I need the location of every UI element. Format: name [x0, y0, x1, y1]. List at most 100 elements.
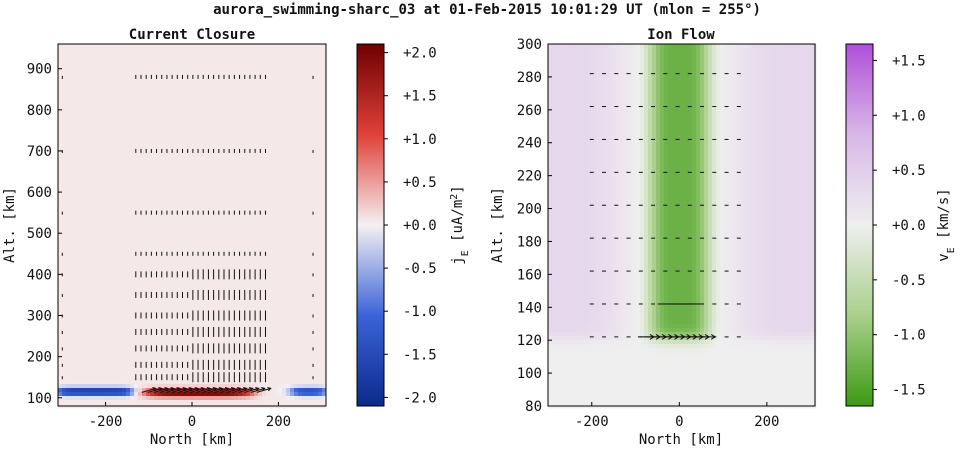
current-closure-cell	[322, 112, 327, 117]
current-closure-cell	[314, 188, 319, 193]
current-closure-cell	[190, 284, 195, 289]
current-closure-cell	[322, 260, 327, 265]
current-closure-cell	[102, 320, 107, 325]
current-closure-cell	[246, 332, 251, 337]
current-closure-cell	[254, 336, 259, 341]
current-closure-cell	[186, 256, 191, 261]
current-closure-cell	[190, 68, 195, 73]
current-closure-cell	[78, 80, 83, 85]
current-closure-cell	[222, 144, 227, 149]
current-closure-cell	[78, 260, 83, 265]
current-closure-cell	[114, 188, 119, 193]
current-closure-cell	[174, 308, 179, 313]
current-closure-cell	[302, 88, 307, 93]
current-closure-cell	[218, 44, 223, 49]
current-closure-cell	[294, 300, 299, 305]
current-closure-cell	[310, 168, 315, 173]
current-closure-cell	[298, 304, 303, 309]
current-closure-cell	[130, 292, 135, 297]
current-closure-cell	[282, 292, 287, 297]
current-closure-cell	[238, 112, 243, 117]
current-closure-cell	[318, 208, 323, 213]
current-closure-cell	[146, 92, 151, 97]
current-closure-cell	[106, 248, 111, 253]
current-closure-cell	[242, 332, 247, 337]
current-closure-cell	[298, 188, 303, 193]
current-closure-cell	[206, 196, 211, 201]
current-closure-cell	[86, 128, 91, 133]
current-closure-cell	[170, 188, 175, 193]
current-closure-cell	[106, 192, 111, 197]
current-closure-cell	[86, 216, 91, 221]
current-closure-cell	[286, 116, 291, 121]
current-closure-cell	[142, 288, 147, 293]
current-closure-cell	[310, 84, 315, 89]
current-closure-cell	[174, 176, 179, 181]
current-closure-cell	[318, 56, 323, 61]
current-closure-cell	[62, 288, 67, 293]
current-closure-cell	[62, 140, 67, 145]
current-closure-cell	[314, 272, 319, 277]
current-closure-cell	[110, 236, 115, 241]
current-closure-cell	[190, 168, 195, 173]
current-closure-cell	[266, 296, 271, 301]
current-closure-cell	[262, 224, 267, 229]
current-closure-cell	[106, 140, 111, 145]
current-closure-cell	[214, 308, 219, 313]
current-closure-cell	[70, 148, 75, 153]
current-closure-cell	[202, 308, 207, 313]
current-closure-cell	[222, 84, 227, 89]
current-closure-cell	[202, 184, 207, 189]
current-closure-cell	[98, 192, 103, 197]
current-closure-cell	[78, 332, 83, 337]
current-closure-cell	[282, 284, 287, 289]
current-closure-cell	[234, 216, 239, 221]
current-closure-cell	[138, 248, 143, 253]
current-closure-cell	[66, 80, 71, 85]
current-closure-cell	[238, 128, 243, 133]
current-closure-cell	[290, 268, 295, 273]
current-closure-cell	[122, 72, 127, 77]
current-closure-cell	[94, 220, 99, 225]
current-closure-cell	[226, 336, 231, 341]
current-closure-cell	[78, 64, 83, 69]
current-closure-cell	[58, 160, 63, 165]
current-closure-cell	[86, 112, 91, 117]
current-closure-cell	[66, 236, 71, 241]
current-closure-cell	[262, 112, 267, 117]
current-closure-cell	[250, 176, 255, 181]
current-closure-cell	[194, 200, 199, 205]
current-closure-cell	[314, 156, 319, 161]
current-closure-cell	[98, 44, 103, 49]
current-closure-cell	[86, 116, 91, 121]
current-closure-cell	[66, 152, 71, 157]
current-closure-cell	[302, 248, 307, 253]
current-closure-cell	[298, 288, 303, 293]
current-closure-cell	[94, 312, 99, 317]
current-closure-cell	[166, 340, 171, 345]
current-closure-cell	[186, 108, 191, 113]
current-closure-cell	[314, 84, 319, 89]
current-closure-cell	[118, 184, 123, 189]
current-closure-cell	[310, 136, 315, 141]
current-closure-cell	[314, 308, 319, 313]
current-closure-cell	[126, 236, 131, 241]
current-closure-cell	[318, 164, 323, 169]
current-closure-cell	[186, 56, 191, 61]
current-closure-cell	[242, 304, 247, 309]
current-closure-cell	[302, 140, 307, 145]
current-closure-cell	[146, 136, 151, 141]
current-closure-cell	[174, 332, 179, 337]
current-closure-cell	[154, 324, 159, 329]
current-closure-cell	[214, 172, 219, 177]
current-closure-cell	[130, 248, 135, 253]
current-closure-cell	[178, 156, 183, 161]
current-closure-cell	[238, 280, 243, 285]
current-closure-cell	[318, 60, 323, 65]
current-closure-cell	[282, 136, 287, 141]
current-closure-cell	[318, 48, 323, 53]
current-closure-cell	[94, 148, 99, 153]
current-closure-cell	[106, 324, 111, 329]
current-closure-cell	[290, 72, 295, 77]
current-closure-cell	[190, 324, 195, 329]
